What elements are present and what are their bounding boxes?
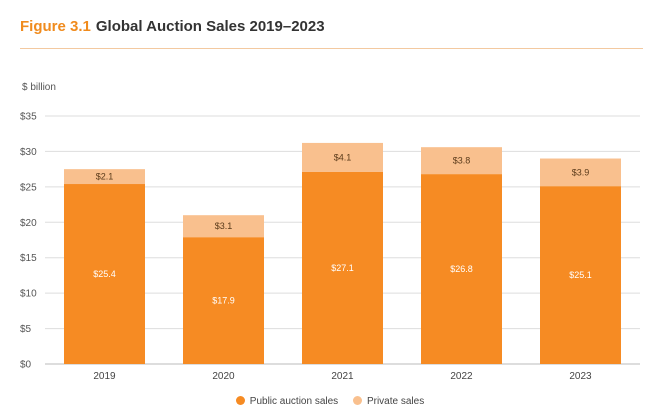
data-label-private-2023: $3.9 (572, 167, 590, 177)
x-tick-label-2019: 2019 (93, 371, 116, 382)
legend-swatch-public (235, 396, 245, 405)
y-tick-label-10: $10 (20, 289, 37, 300)
bar-public-2021 (302, 171, 383, 364)
y-tick-label-15: $15 (20, 253, 37, 264)
y-tick-label-25: $25 (20, 182, 37, 193)
bar-private-2020 (183, 215, 264, 238)
legend-item-private: Private sales (352, 396, 425, 407)
y-axis-unit-label: $ billion (22, 82, 56, 93)
y-tick-label-35: $35 (20, 112, 37, 123)
data-labels: $25.4 $2.1 $17.9 $3.1 $27.1 $4.1 $26.8 $3.8 $25.… (93, 152, 592, 305)
data-label-private-2020: $3.1 (215, 221, 233, 231)
x-tick-label-2022: 2022 (450, 371, 473, 382)
bars (64, 142, 621, 364)
bar-private-2021 (302, 142, 383, 172)
data-label-public-2020: $17.9 (212, 296, 235, 306)
x-tick-label-2020: 2020 (212, 371, 235, 382)
chart-title: Figure 3.1 Global Auction Sales 2019–2023 (20, 18, 325, 35)
y-tick-label-20: $20 (20, 218, 37, 229)
data-label-public-2023: $25.1 (569, 270, 592, 280)
data-label-private-2021: $4.1 (334, 152, 352, 162)
bar-public-2022 (421, 174, 502, 364)
bar-public-2020 (183, 237, 264, 364)
bar-private-2019 (64, 169, 145, 185)
data-label-public-2022: $26.8 (450, 264, 473, 274)
bar-private-2023 (540, 158, 621, 187)
figure-label: Figure 3.1 (20, 18, 91, 35)
x-tick-label-2021: 2021 (331, 371, 354, 382)
x-tick-label-2023: 2023 (569, 371, 592, 382)
legend-label-public: Public auction sales (249, 396, 339, 407)
data-label-public-2021: $27.1 (331, 263, 354, 273)
data-label-public-2019: $25.4 (93, 269, 116, 279)
legend: Public auction sales Private sales (0, 396, 660, 407)
data-label-private-2022: $3.8 (453, 156, 471, 166)
legend-swatch-private (352, 396, 362, 405)
bar-public-2023 (540, 186, 621, 364)
stacked-bar-chart: $25.4 $2.1 $17.9 $3.1 $27.1 $4.1 $26.8 $3.8 $25.… (20, 82, 640, 382)
y-tick-label-0: $0 (20, 360, 32, 371)
legend-item-public: Public auction sales (235, 396, 339, 407)
legend-label-private: Private sales (366, 396, 425, 407)
bar-private-2022 (421, 147, 502, 175)
bar-public-2019 (64, 184, 145, 364)
data-label-private-2019: $2.1 (96, 172, 114, 182)
y-tick-label-30: $30 (20, 147, 37, 158)
axes: $ billion $0 $5 $10 $15 $20 $25 $30 $35 2019 2020… (20, 82, 592, 382)
figure-title: Global Auction Sales 2019–2023 (95, 18, 325, 35)
title-divider (20, 48, 643, 49)
y-tick-label-5: $5 (20, 324, 32, 335)
